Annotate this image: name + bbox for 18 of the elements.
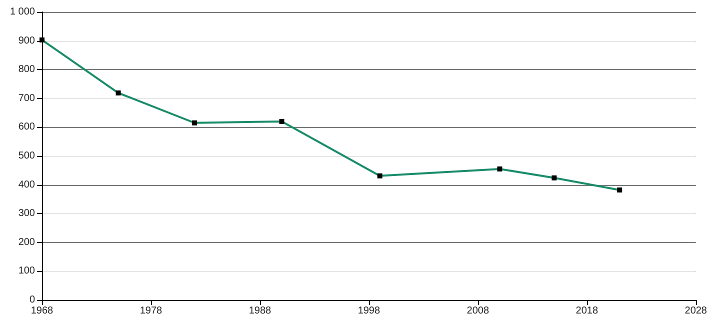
y-tick-label: 400 xyxy=(18,179,36,190)
y-tick-label: 1 000 xyxy=(10,6,36,18)
x-tick-label: 1978 xyxy=(140,306,163,316)
y-tick-label: 0 xyxy=(29,294,36,306)
y-tick-label: 700 xyxy=(18,92,36,104)
x-tick-label: 2028 xyxy=(684,306,708,316)
x-tick-label: 1968 xyxy=(30,306,54,316)
y-tick-label: 600 xyxy=(18,122,36,133)
x-tick-label: 1998 xyxy=(358,306,380,316)
x-tick-label: 2018 xyxy=(576,306,598,316)
y-tick-label: 900 xyxy=(18,35,36,46)
x-tick-label: 1988 xyxy=(248,306,272,316)
x-tick-label: 2008 xyxy=(466,306,490,316)
y-tick-label: 500 xyxy=(18,150,36,162)
y-tick-label: 800 xyxy=(18,64,36,76)
y-tick-label: 200 xyxy=(18,236,36,248)
y-tick-label: 300 xyxy=(18,208,36,220)
y-tick-label: 100 xyxy=(18,266,36,277)
